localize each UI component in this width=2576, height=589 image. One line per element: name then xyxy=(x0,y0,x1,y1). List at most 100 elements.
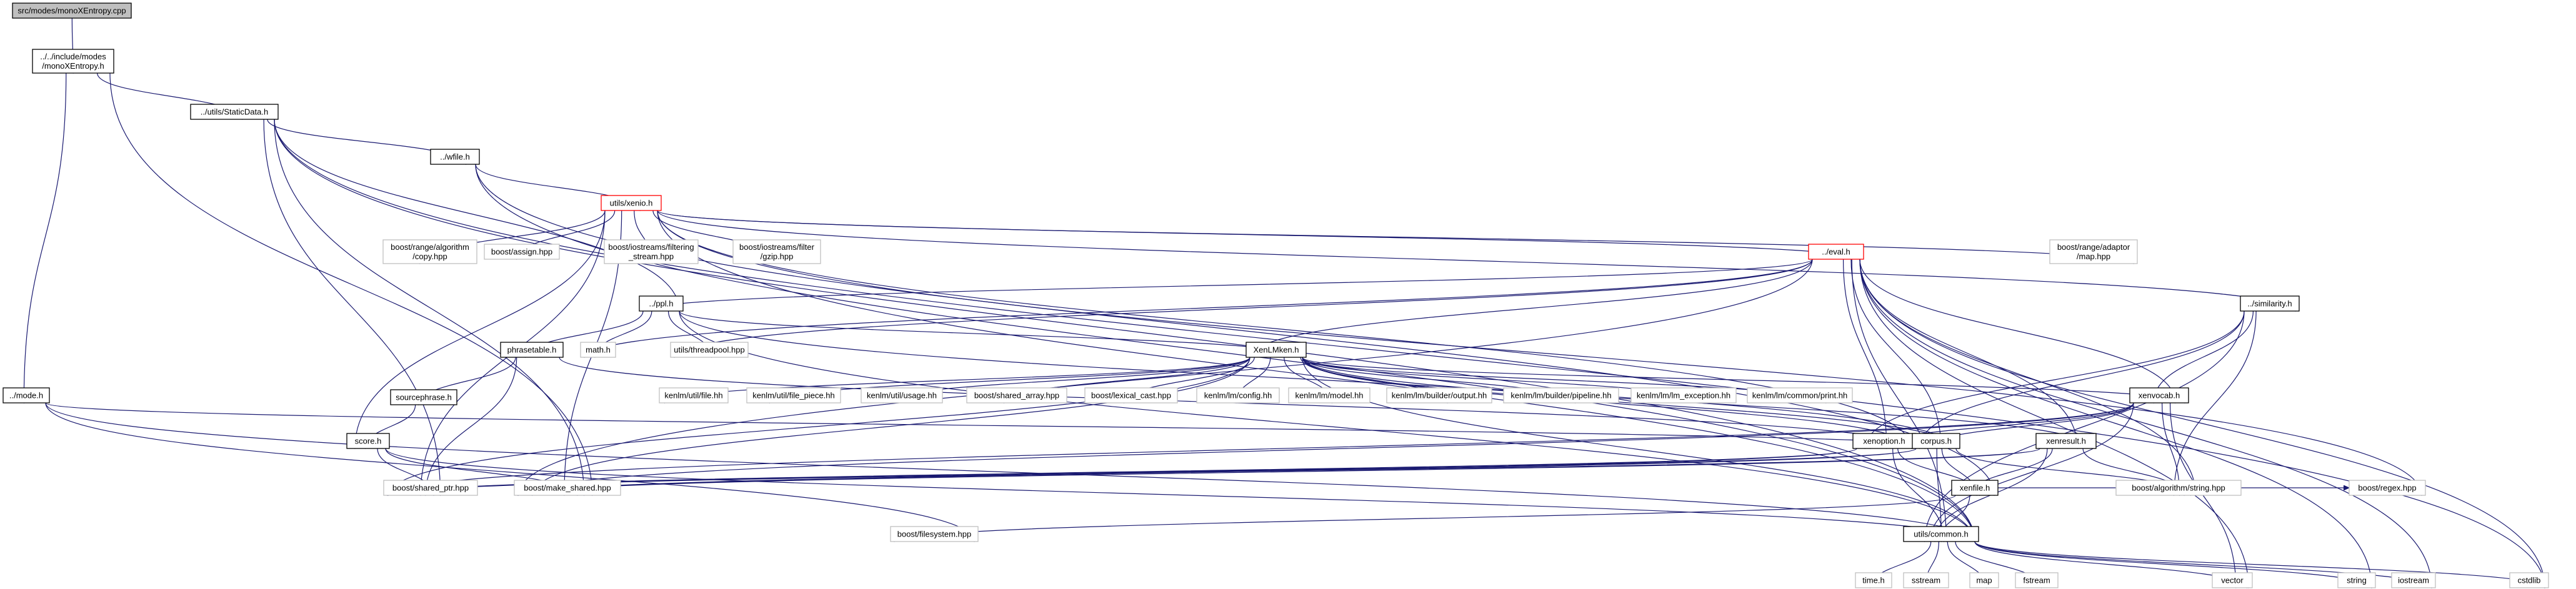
node-label: score.h xyxy=(355,437,382,446)
node-label: ../eval.h xyxy=(1822,247,1850,257)
edge-n10-to-n12 xyxy=(643,259,1813,311)
node-box xyxy=(2015,572,2059,588)
dependency-edges xyxy=(24,17,2545,588)
node-kenlm-util-file-piece-hh: kenlm/util/file_piece.hh xyxy=(746,387,841,403)
node-label: boost/iostreams/filter xyxy=(739,242,815,252)
node-kenlm-lm-config-hh: kenlm/lm/config.hh xyxy=(1196,387,1280,403)
node-utils-common-h[interactable]: utils/common.h xyxy=(1903,526,1979,542)
edge-n3-to-n33 xyxy=(45,402,1956,448)
node-label: kenlm/lm/model.hh xyxy=(1295,391,1363,400)
node-label: xenvocab.h xyxy=(2139,391,2180,400)
node-similarity-h[interactable]: ../similarity.h xyxy=(2240,295,2300,312)
node-box xyxy=(2212,572,2253,588)
node-label: kenlm/lm/config.hh xyxy=(1204,391,1272,400)
node-box xyxy=(1196,387,1280,403)
node-box xyxy=(514,480,621,496)
node-box xyxy=(1386,387,1492,403)
node-box xyxy=(390,389,457,405)
node-wfile-h[interactable]: ../wfile.h xyxy=(430,149,480,165)
node-label: /copy.hpp xyxy=(412,252,447,261)
edge-n31-to-n41 xyxy=(1930,402,2134,542)
node-kenlm-lm-builder-output-hh: kenlm/lm/builder/output.hh xyxy=(1386,387,1492,403)
node-label: boost/regex.hpp xyxy=(2358,483,2416,493)
edge-n5-to-n32 xyxy=(657,210,1912,448)
node-label: time.h xyxy=(1862,576,1884,585)
edge-n41-to-n49 xyxy=(1974,541,2545,588)
node-xenvocab-h[interactable]: xenvocab.h xyxy=(2129,387,2189,403)
node-label: kenlm/lm/builder/output.hh xyxy=(1392,391,1487,400)
edge-n5-to-n39 xyxy=(657,210,2422,495)
node-box xyxy=(1747,387,1853,403)
node-xenresult-h[interactable]: xenresult.h xyxy=(2035,433,2097,449)
node-box xyxy=(670,342,749,358)
node-box xyxy=(1630,387,1737,403)
node-box xyxy=(1288,387,1370,403)
edge-n10-to-n38 xyxy=(1859,259,2195,495)
node-boost-regex-hpp: boost/regex.hpp xyxy=(2349,480,2426,496)
node-label: utils/threadpool.hpp xyxy=(674,345,744,355)
node-xenoption-h[interactable]: xenoption.h xyxy=(1852,433,1916,449)
node-boost-make-shared-hpp: boost/make_shared.hpp xyxy=(514,480,621,496)
node-xenlmken-h[interactable]: XenLMken.h xyxy=(1246,342,1307,358)
node-box xyxy=(32,49,114,74)
node-box xyxy=(383,480,478,496)
node-box xyxy=(1246,342,1307,358)
node-score-h[interactable]: score.h xyxy=(346,433,390,449)
node-box xyxy=(746,387,841,403)
node-map: map xyxy=(1969,572,1999,588)
node-sourcephrase-h[interactable]: sourcephrase.h xyxy=(390,389,457,405)
node-include-modes-monoxentropy-h[interactable]: ../../include/modes/monoXEntropy.h xyxy=(32,49,114,74)
node-box xyxy=(2115,480,2242,496)
node-label: boost/lexical_cast.hpp xyxy=(1091,391,1171,400)
node-label: kenlm/lm/builder/pipeline.hh xyxy=(1510,391,1611,400)
node-label: /gzip.hpp xyxy=(761,252,794,261)
node-phrasetable-h[interactable]: phrasetable.h xyxy=(500,342,564,358)
node-string: string xyxy=(2337,572,2376,588)
node-kenlm-lm-builder-pipeline-hh: kenlm/lm/builder/pipeline.hh xyxy=(1503,387,1619,403)
edge-n2-to-n12 xyxy=(274,119,679,311)
node-label: math.h xyxy=(586,345,611,355)
node-boost-shared-ptr-hpp: boost/shared_ptr.hpp xyxy=(383,480,478,496)
node-corpus-h[interactable]: corpus.h xyxy=(1912,433,1960,449)
node-src-modes-monoxentropy-cpp[interactable]: src/modes/monoXEntropy.cpp xyxy=(12,2,132,19)
node-label: kenlm/lm/common/print.hh xyxy=(1752,391,1847,400)
node-label: boost/shared_ptr.hpp xyxy=(392,483,469,493)
edge-n31-to-n36 xyxy=(518,402,2134,495)
node-eval-h[interactable]: ../eval.h xyxy=(1808,244,1864,260)
node-box xyxy=(1503,387,1619,403)
node-mode-h[interactable]: ../mode.h xyxy=(2,387,50,403)
node-box xyxy=(604,239,699,264)
node-label: corpus.h xyxy=(1920,437,1952,446)
node-box xyxy=(732,239,821,264)
edge-n10-to-n33 xyxy=(1850,259,1941,448)
edge-n3-to-n41 xyxy=(45,402,1975,542)
node-label: _stream.hpp xyxy=(628,252,674,261)
node-math-h: math.h xyxy=(580,342,616,358)
node-sstream: sstream xyxy=(1903,572,1949,588)
node-box xyxy=(2035,433,2097,449)
node-utils-staticdata-h[interactable]: ../utils/StaticData.h xyxy=(190,104,279,120)
edge-n17-to-n33 xyxy=(1919,310,2245,448)
node-label: XenLMken.h xyxy=(1254,345,1299,355)
node-box xyxy=(1903,572,1949,588)
node-boost-iostreams-filter-gzip-hpp: boost/iostreams/filter/gzip.hpp xyxy=(732,239,821,264)
node-label: ../wfile.h xyxy=(440,152,470,162)
node-boost-filesystem-hpp: boost/filesystem.hpp xyxy=(890,526,979,542)
edge-n5-to-n41 xyxy=(657,210,1975,542)
edge-n17-to-n32 xyxy=(1865,310,2245,448)
edge-n10-to-n41 xyxy=(1851,259,1946,542)
edge-n12-to-n41 xyxy=(679,310,1975,542)
node-box xyxy=(1912,433,1960,449)
node-kenlm-lm-model-hh: kenlm/lm/model.hh xyxy=(1288,387,1370,403)
node-ppl-h[interactable]: ../ppl.h xyxy=(639,295,684,312)
node-label: boost/make_shared.hpp xyxy=(524,483,611,493)
edge-n10-to-n31 xyxy=(1859,259,2175,403)
node-label: xenresult.h xyxy=(2046,437,2086,446)
node-xenfile-h[interactable]: xenfile.h xyxy=(1951,480,1999,496)
edge-n17-to-n38 xyxy=(2174,310,2257,495)
node-utils-xenio-h[interactable]: utils/xenio.h xyxy=(601,195,662,211)
node-box xyxy=(2,387,50,403)
node-label: ../utils/StaticData.h xyxy=(201,107,268,117)
edge-n16-to-n36 xyxy=(532,357,1251,495)
